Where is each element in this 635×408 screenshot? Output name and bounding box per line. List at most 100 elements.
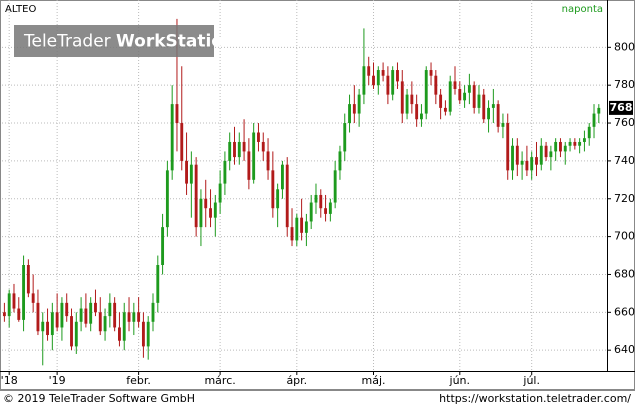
candle-body bbox=[146, 321, 150, 347]
candle-body bbox=[12, 293, 16, 309]
candle-body bbox=[295, 217, 299, 241]
candle-body bbox=[180, 123, 184, 161]
candle-body bbox=[496, 104, 500, 127]
candle-body bbox=[199, 198, 203, 228]
candle-body bbox=[357, 94, 361, 114]
footer-url: https://workstation.teletrader.com/ bbox=[439, 392, 631, 405]
candle-body bbox=[304, 221, 308, 233]
candle-body bbox=[22, 265, 26, 320]
candle-body bbox=[218, 183, 222, 203]
candle-body bbox=[98, 312, 102, 332]
candle-body bbox=[209, 208, 212, 218]
candle-body bbox=[213, 202, 217, 218]
footer-copyright: © 2019 TeleTrader Software GmbH bbox=[3, 392, 195, 405]
x-tick-label: '19 bbox=[49, 374, 66, 387]
candle-body bbox=[2, 312, 6, 317]
chart-title: ALTEO bbox=[5, 4, 36, 15]
candle-body bbox=[343, 123, 347, 152]
x-tick-label: febr. bbox=[126, 374, 151, 387]
candle-body bbox=[189, 164, 193, 184]
candle-body bbox=[530, 157, 534, 171]
candle-body bbox=[247, 151, 251, 180]
candle-body bbox=[520, 160, 524, 165]
watermark-brand: TeleTrader bbox=[23, 32, 111, 52]
candle-body bbox=[420, 113, 423, 120]
candle-body bbox=[122, 312, 126, 341]
candle-body bbox=[7, 293, 11, 317]
candle-body bbox=[501, 123, 505, 127]
candle-body bbox=[60, 302, 64, 328]
candle-body bbox=[415, 104, 419, 120]
candle-body bbox=[338, 151, 342, 171]
candle-body bbox=[46, 321, 49, 336]
y-tick-label: 720 bbox=[614, 192, 635, 205]
candle-body bbox=[515, 145, 519, 165]
candle-body bbox=[127, 312, 131, 322]
candle-body bbox=[156, 265, 160, 303]
y-tick-label: 740 bbox=[614, 154, 635, 167]
candle-body bbox=[333, 170, 337, 203]
y-tick-label: 800 bbox=[614, 40, 635, 53]
candle-body bbox=[165, 170, 169, 228]
candle-body bbox=[348, 104, 351, 124]
candle-body bbox=[448, 81, 452, 112]
candle-body bbox=[79, 308, 83, 322]
candle-body bbox=[463, 92, 467, 101]
candle-body bbox=[573, 141, 577, 146]
candle-body bbox=[237, 141, 241, 158]
candle-body bbox=[31, 293, 35, 303]
candle-body bbox=[544, 145, 548, 158]
candle-body bbox=[511, 145, 514, 171]
candle-body bbox=[539, 145, 543, 165]
candle-body bbox=[559, 141, 562, 152]
candle-body bbox=[592, 113, 596, 127]
candle-body bbox=[84, 308, 88, 324]
candle-body bbox=[70, 316, 73, 347]
candle-body bbox=[487, 107, 490, 120]
candle-body bbox=[185, 160, 188, 184]
x-tick-label: máj. bbox=[362, 374, 386, 387]
candle-body bbox=[204, 198, 208, 209]
candle-body bbox=[41, 321, 45, 332]
y-tick-label: 640 bbox=[614, 343, 635, 356]
candle-body bbox=[405, 94, 409, 114]
candle-body bbox=[50, 312, 54, 336]
candle-body bbox=[491, 104, 495, 108]
candle-body bbox=[443, 107, 447, 112]
candle-body bbox=[118, 327, 121, 341]
candle-body bbox=[242, 141, 246, 152]
candle-body bbox=[113, 302, 117, 328]
candle-body bbox=[578, 141, 582, 146]
candle-body bbox=[223, 160, 227, 184]
candle-body bbox=[261, 141, 265, 152]
candle-body bbox=[381, 70, 385, 76]
candle-body bbox=[271, 170, 275, 209]
candle-body bbox=[74, 321, 78, 347]
y-tick-label: 700 bbox=[614, 230, 635, 243]
candle-body bbox=[506, 123, 510, 171]
y-tick-label: 760 bbox=[614, 116, 635, 129]
candle-body bbox=[367, 66, 371, 76]
candle-body bbox=[252, 132, 256, 180]
candle-body bbox=[141, 321, 145, 347]
x-tick-label: júl. bbox=[522, 374, 540, 387]
candles bbox=[2, 18, 601, 366]
interval-label: naponta bbox=[562, 4, 603, 15]
last-price-box bbox=[609, 100, 633, 115]
candle-body bbox=[453, 81, 457, 89]
candle-body bbox=[376, 70, 380, 86]
candle-body bbox=[429, 70, 433, 76]
candle-body bbox=[36, 302, 40, 332]
candle-body bbox=[137, 312, 141, 322]
y-tick-label: 660 bbox=[614, 305, 635, 318]
x-tick-label: ápr. bbox=[286, 374, 307, 387]
candle-body bbox=[458, 88, 462, 101]
candle-body bbox=[285, 164, 289, 228]
candle-body bbox=[549, 151, 553, 158]
candle-body bbox=[94, 302, 97, 313]
candle-body bbox=[472, 85, 476, 108]
candle-body bbox=[161, 227, 165, 265]
candle-body bbox=[439, 94, 443, 108]
candle-body bbox=[391, 70, 395, 95]
